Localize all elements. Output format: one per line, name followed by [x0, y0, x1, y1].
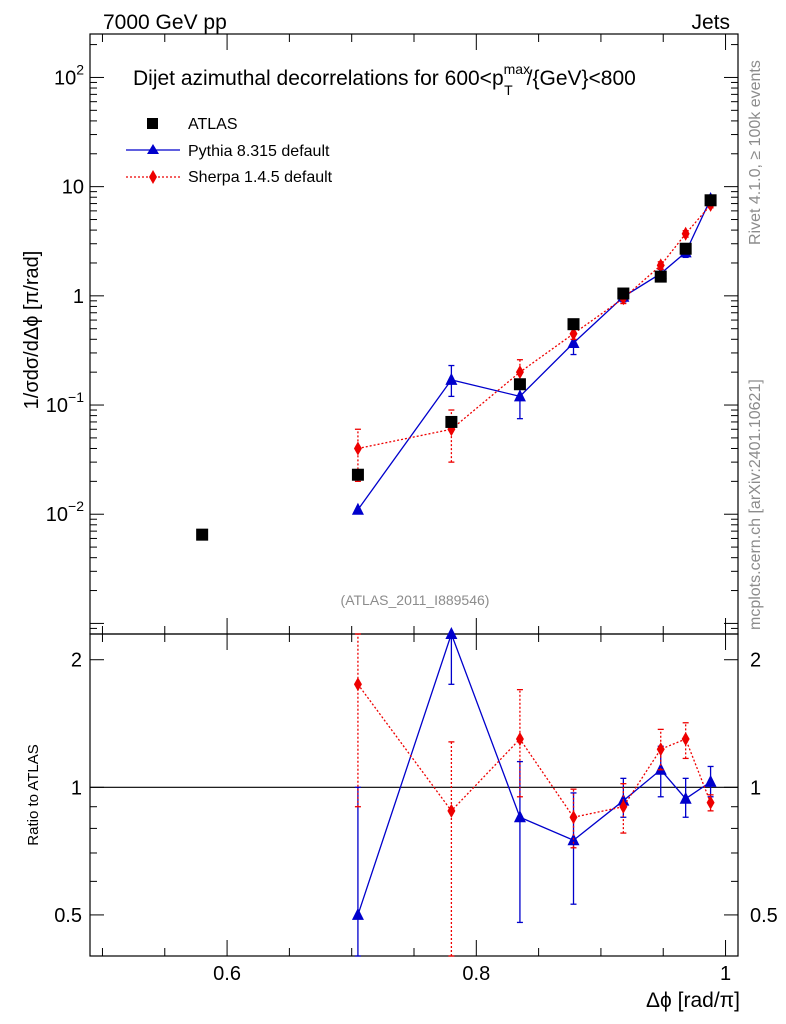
main-sherpa-point: [656, 258, 665, 273]
main-atlas-point: [351, 468, 364, 481]
ratio-sherpa-point: [447, 803, 456, 818]
legend-atlas-label: ATLAS: [188, 116, 238, 133]
x-axis-label: Δϕ [rad/π]: [646, 989, 740, 1012]
ratio-data-series: [351, 627, 717, 957]
main-pythia-point: [445, 372, 458, 385]
main-y-tick-label: 10−2: [46, 498, 84, 526]
ratio-pythia-point: [445, 627, 458, 639]
category-label: Jets: [691, 11, 730, 34]
ratio-sherpa-point: [706, 795, 715, 810]
ratio-sherpa-line: [357, 683, 712, 818]
main-pythia-point: [567, 335, 580, 348]
main-sherpa-point: [353, 441, 362, 456]
main-atlas-point: [704, 194, 717, 207]
main-sherpa-point: [515, 365, 524, 380]
ratio-sherpa-point: [681, 732, 690, 747]
main-sherpa-line: [357, 204, 712, 450]
ratio-y-tick-label-left: 0.5: [54, 905, 82, 927]
main-atlas-point: [567, 318, 580, 331]
main-pythia-line: [357, 198, 712, 511]
main-sherpa-point: [569, 326, 578, 341]
main-y-axis-label: 1/σdσ/dΔϕ [π/rad]: [21, 251, 43, 410]
main-data-series: [196, 192, 717, 541]
rivet-label: Rivet 4.1.0, ≥ 100k events: [747, 60, 764, 245]
main-atlas-point: [513, 378, 526, 391]
main-atlas-point: [196, 528, 209, 541]
ratio-y-tick-label-left: 2: [71, 650, 82, 672]
main-axis-ticks: 10−2 10−1 1 10 102: [46, 34, 738, 635]
main-y-tick-label: 10: [62, 177, 84, 199]
ratio-pythia-point: [513, 810, 526, 823]
ratio-y-axis-label: Ratio to ATLAS: [25, 744, 42, 845]
ratio-axis-ticks: 0.5 0.5 1 1 2 2 0.6 0.8 1: [54, 634, 778, 985]
main-pythia-point: [351, 502, 364, 515]
main-atlas-point: [679, 242, 692, 255]
ratio-pythia-line: [357, 632, 711, 916]
ratio-y-tick-label-left: 1: [71, 777, 82, 799]
ratio-pythia-point: [351, 907, 364, 920]
ratio-pythia-point: [679, 791, 692, 804]
analysis-label: (ATLAS_2011_I889546): [341, 592, 490, 608]
main-atlas-point: [617, 287, 630, 300]
legend-sherpa-marker: [149, 170, 157, 184]
ratio-sherpa-point: [619, 799, 628, 814]
main-y-tick-label: 102: [54, 61, 84, 89]
ratio-sherpa-point: [569, 810, 578, 825]
ratio-sherpa-point: [656, 742, 665, 757]
energy-label: 7000 GeV pp: [103, 11, 227, 34]
ratio-pythia-point: [704, 774, 717, 787]
x-tick-label: 0.8: [462, 963, 490, 985]
legend-pythia-marker: [147, 144, 159, 154]
main-sherpa-point: [681, 226, 690, 241]
ratio-y-tick-label-right: 1: [750, 777, 761, 799]
main-pythia-point: [513, 389, 526, 402]
ratio-sherpa-point: [515, 732, 524, 747]
x-tick-label: 1: [720, 963, 731, 985]
legend-sherpa-label: Sherpa 1.4.5 default: [188, 169, 333, 186]
ratio-y-tick-label-right: 2: [750, 650, 761, 672]
ratio-sherpa-point: [353, 677, 362, 692]
mcplots-label: mcplots.cern.ch [arXiv:2401.10621]: [747, 379, 764, 630]
chart-title: Dijet azimuthal decorrelations for 600<p…: [133, 61, 636, 98]
main-atlas-point: [445, 415, 458, 428]
main-y-tick-label: 10−1: [46, 389, 84, 417]
legend-atlas-marker: [147, 118, 158, 129]
legend-pythia-label: Pythia 8.315 default: [188, 143, 330, 160]
main-atlas-point: [654, 270, 667, 283]
x-tick-label: 0.6: [213, 963, 241, 985]
ratio-y-tick-label-right: 0.5: [750, 905, 778, 927]
main-y-tick-label: 1: [73, 286, 84, 308]
ratio-panel-frame: [89, 633, 739, 957]
legend: ATLAS Pythia 8.315 default Sherpa 1.4.5 …: [126, 116, 333, 186]
